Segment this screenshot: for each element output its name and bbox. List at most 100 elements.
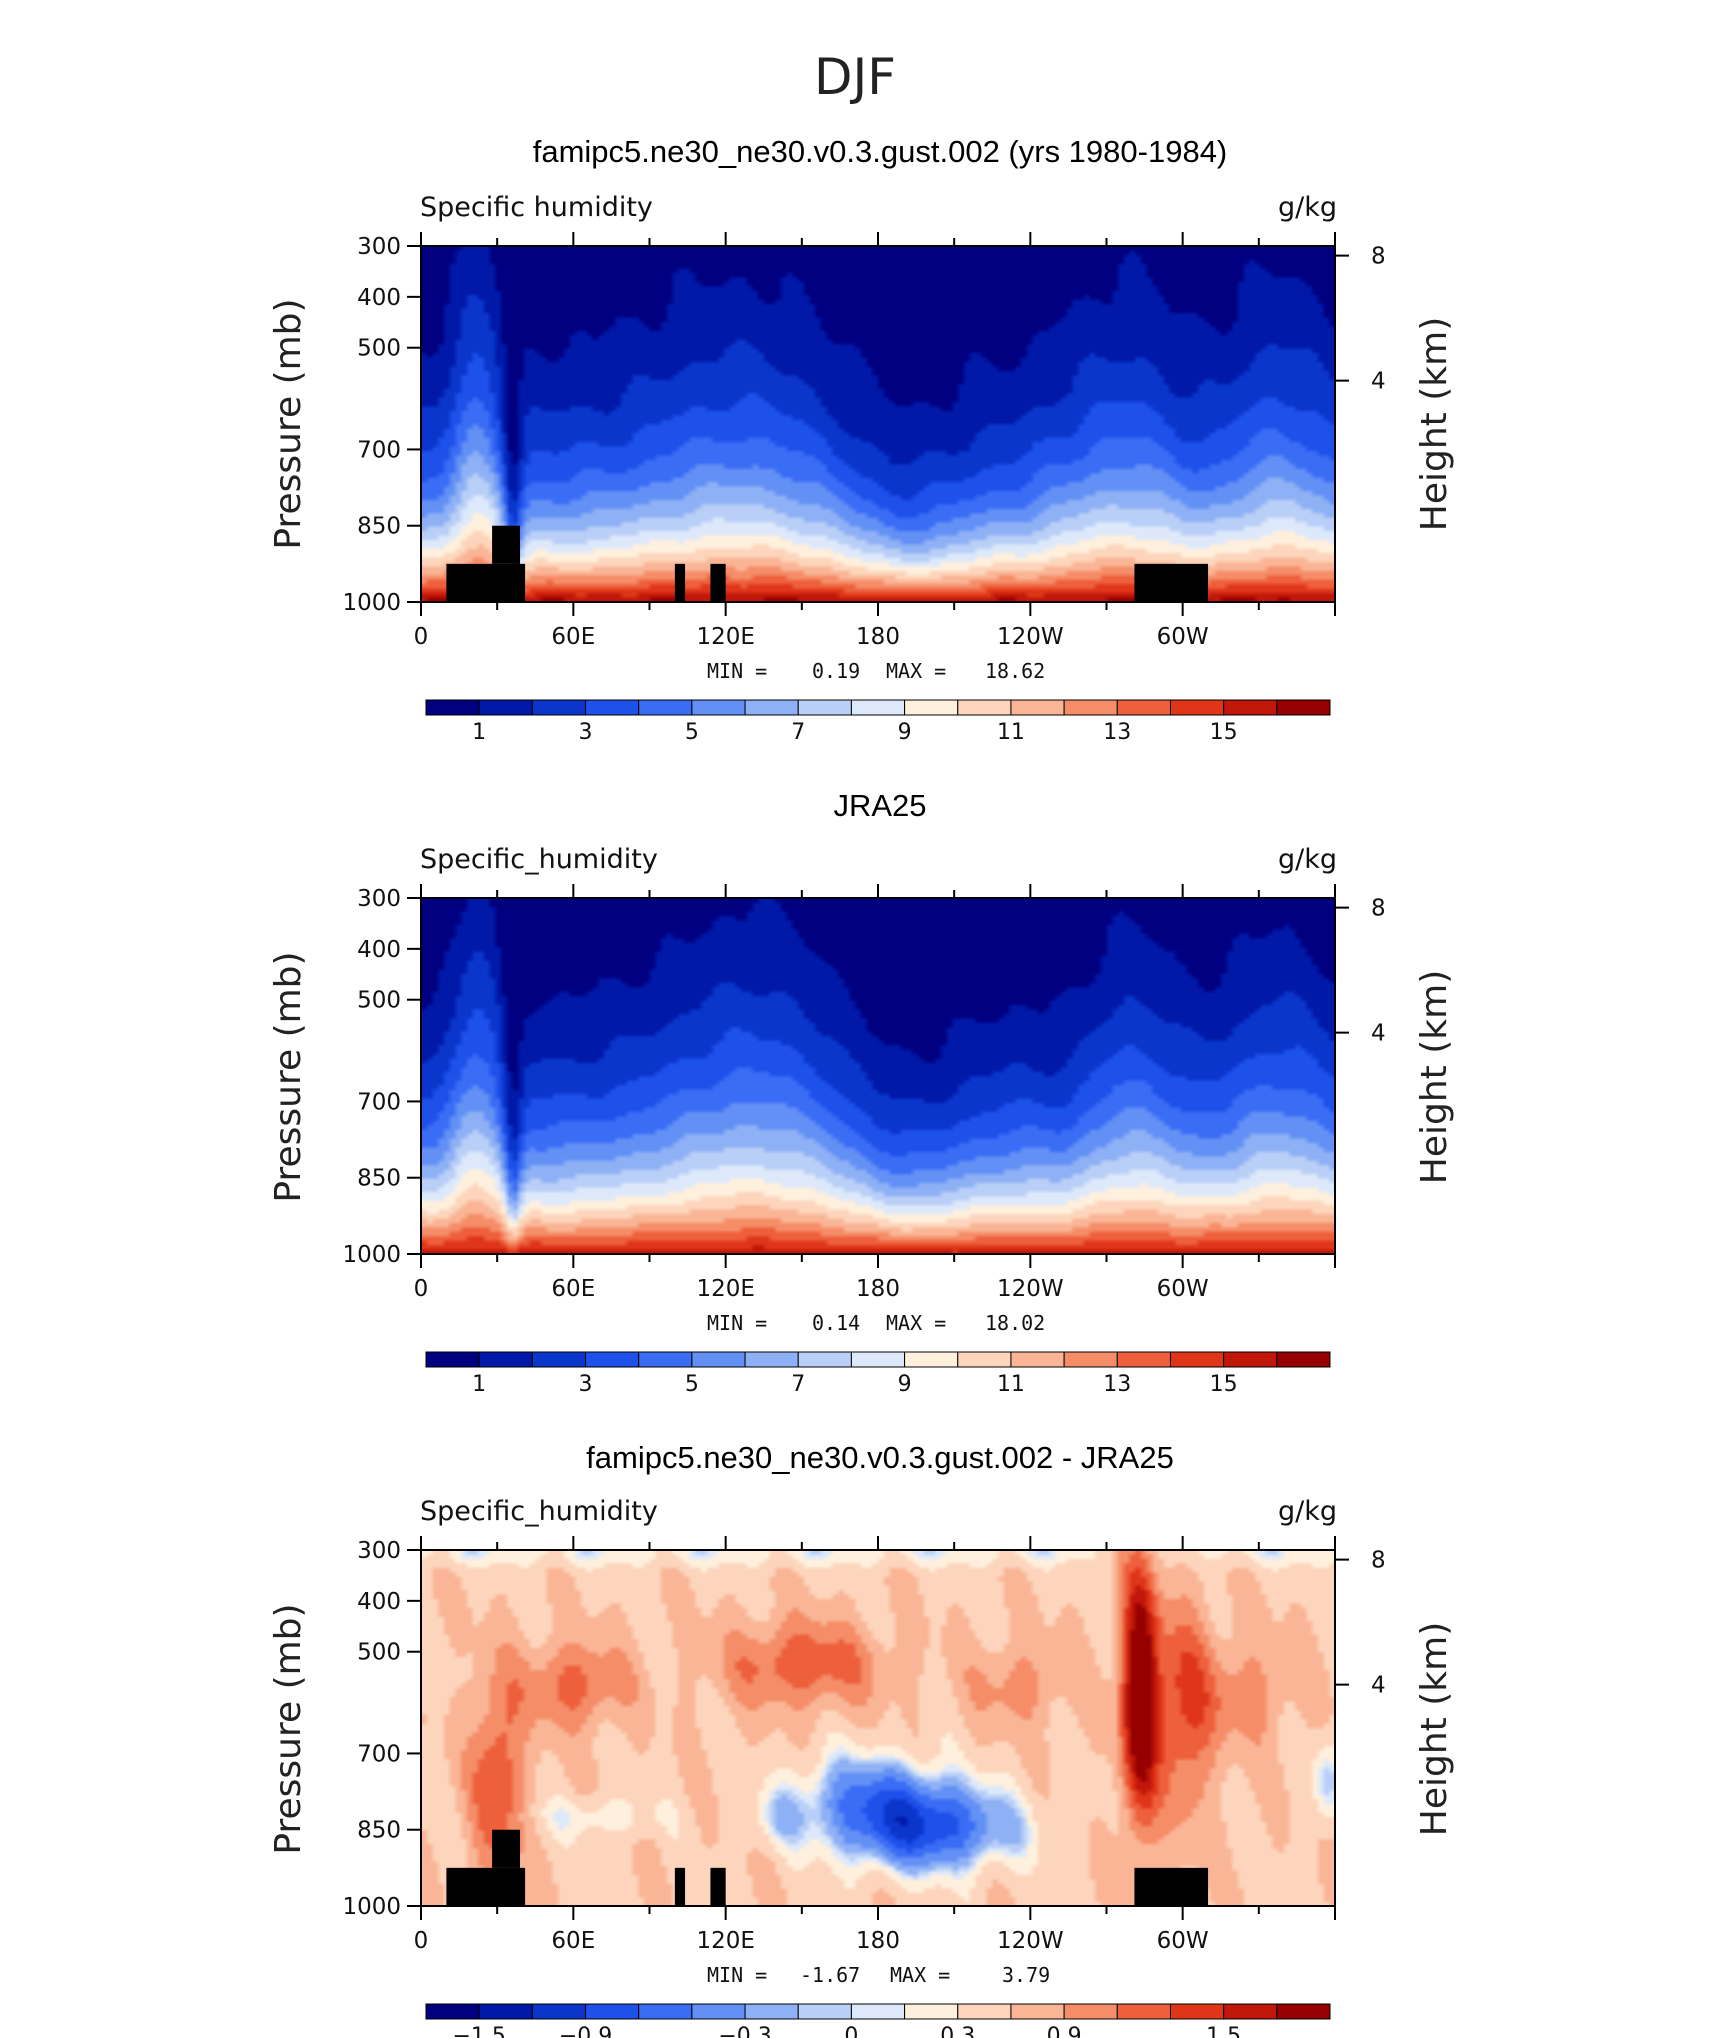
colorbar-label: −0.3 [718,2024,771,2038]
colorbar-label: 0.3 [940,2024,975,2038]
y-tick-label: 1000 [342,1242,401,1268]
colorbar-box [1169,699,1225,716]
colorbar-box [1276,2003,1331,2020]
colorbar-box [691,2003,746,2020]
y-tick-label: 400 [357,1589,401,1615]
y-tick-label: 400 [357,285,401,311]
y-right-tick-label: 8 [1371,244,1386,270]
colorbar-box [585,2003,640,2020]
colorbar-box [585,699,640,716]
min-label: MIN = [707,1311,767,1335]
y-tick-label: 400 [357,937,401,963]
colorbar-box [638,699,693,716]
y-axis-label: Pressure (mb) [268,1603,309,1854]
colorbar-label: 11 [997,1372,1025,1397]
min-value: 0.19 [812,659,860,683]
colorbar-label: 1 [472,1372,486,1397]
contour-field [421,1550,1335,1906]
max-value: 18.62 [985,659,1045,683]
y-axis-label: Pressure (mb) [268,298,309,549]
colorbar-box [531,699,587,716]
colorbar-label: 9 [898,720,912,745]
min-value: 0.14 [812,1311,860,1335]
x-tick-label: 120W [997,624,1064,650]
colorbar-box [1223,1351,1278,1368]
contour-plot: 0 60E 120E 180 120W 60W 300 400 500 700 850 1000 8 4 [342,232,1386,650]
y-tick-label: 1000 [342,1894,401,1920]
y-tick-label: 850 [357,514,401,540]
colorbar-box [531,2003,587,2020]
colorbar-box [1116,1351,1171,1368]
colorbar-box [904,699,959,716]
terrain-mask [710,1867,726,1906]
y-right-tick-label: 4 [1371,369,1386,395]
x-tick-label: 60E [551,1276,595,1302]
x-tick-label: 60W [1157,1928,1209,1954]
colorbar-box [425,2003,480,2020]
y-tick-label: 300 [357,1538,401,1564]
colorbar-box [1116,699,1171,716]
y-right-tick-label: 8 [1371,1548,1386,1574]
colorbar-label: 7 [791,720,805,745]
colorbar-label: −1.5 [452,2024,505,2038]
colorbar-label: −0.9 [559,2024,612,2038]
y-axis-right-label: Height (km) [1414,1622,1455,1836]
max-label: MAX = [890,1963,950,1987]
x-tick-label: 180 [856,624,900,650]
y-axis-right-label: Height (km) [1414,317,1455,531]
y-tick-label: 300 [357,234,401,260]
colorbar-label: 3 [579,720,593,745]
y-tick-label: 1000 [342,590,401,616]
terrain-mask [492,1829,521,1868]
panel-difference: famipc5.ne30_ne30.v0.3.gust.002 - JRA25 … [268,1440,1455,2038]
colorbar-label: 13 [1103,720,1131,745]
colorbar-box [531,1351,587,1368]
colorbar-box [957,2003,1012,2020]
colorbar-label: 5 [685,1372,699,1397]
terrain-mask [446,1867,526,1906]
colorbar-box [478,1351,533,1368]
x-tick-label: 180 [856,1276,900,1302]
x-tick-label: 120W [997,1276,1064,1302]
colorbar-box [744,2003,799,2020]
colorbar-box [1063,1351,1118,1368]
colorbar-label: 1.5 [1206,2024,1241,2038]
colorbar: 1 3 5 7 9 11 13 15 [425,699,1331,745]
colorbar-box [1010,699,1065,716]
colorbar-box [744,699,799,716]
colorbar-box [1276,1351,1331,1368]
panel-title: famipc5.ne30_ne30.v0.3.gust.002 (yrs 198… [533,134,1228,169]
x-tick-label: 60W [1157,624,1209,650]
colorbar-box [1223,699,1278,716]
colorbar-box [1169,2003,1225,2020]
min-value: -1.67 [800,1963,860,1987]
panel-model: famipc5.ne30_ne30.v0.3.gust.002 (yrs 198… [268,134,1455,745]
contour-plot: 0 60E 120E 180 120W 60W 300 400 500 700 850 1000 8 4 [342,1536,1386,1954]
units-label: g/kg [1278,192,1337,223]
colorbar-box [1223,2003,1278,2020]
colorbar-box [850,2003,906,2020]
panel-observations: JRA25 Specific_humidity g/kg 0 60E 120E 180… [268,788,1455,1397]
colorbar-box [1063,699,1118,716]
y-tick-label: 700 [357,437,401,463]
y-tick-label: 850 [357,1166,401,1192]
terrain-mask [492,525,521,564]
x-tick-label: 0 [414,1276,429,1302]
panel-title: famipc5.ne30_ne30.v0.3.gust.002 - JRA25 [586,1440,1174,1475]
colorbar-label: 13 [1103,1372,1131,1397]
panel-title: JRA25 [833,788,926,823]
contour-field [421,898,1335,1254]
colorbar-label: 0.9 [1047,2024,1082,2038]
colorbar-label: 11 [997,720,1025,745]
colorbar-label: 15 [1210,720,1238,745]
colorbar-box [1010,1351,1065,1368]
x-tick-label: 120E [696,624,754,650]
x-tick-label: 0 [414,1928,429,1954]
figure-title: DJF [814,48,896,106]
colorbar-label: 5 [685,720,699,745]
colorbar-label: 3 [579,1372,593,1397]
max-value: 3.79 [1002,1963,1050,1987]
colorbar: 1 3 5 7 9 11 13 15 [425,1351,1331,1397]
colorbar-box [638,2003,693,2020]
colorbar-label: 9 [898,1372,912,1397]
